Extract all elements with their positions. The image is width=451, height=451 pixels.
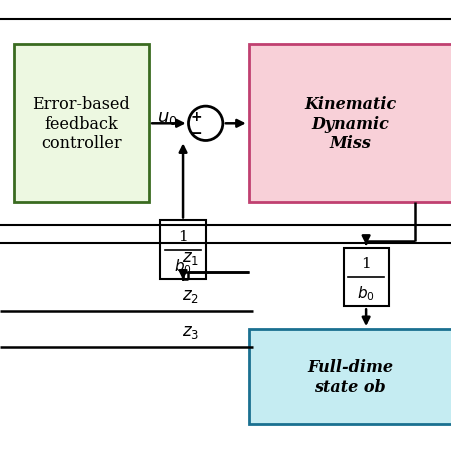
Text: $b_0$: $b_0$: [174, 257, 192, 276]
FancyBboxPatch shape: [248, 329, 451, 424]
Text: −: −: [189, 126, 202, 141]
Text: +: +: [190, 109, 202, 123]
Text: Error-based
feedback
controller: Error-based feedback controller: [32, 96, 130, 152]
FancyBboxPatch shape: [160, 221, 205, 280]
FancyBboxPatch shape: [343, 248, 388, 307]
Text: $z_2$: $z_2$: [181, 287, 198, 304]
Text: 1: 1: [360, 257, 370, 271]
Text: 1: 1: [178, 230, 188, 244]
FancyBboxPatch shape: [14, 45, 149, 203]
FancyBboxPatch shape: [248, 45, 451, 203]
Text: Full-dime
state ob: Full-dime state ob: [307, 359, 392, 395]
Text: $u_0$: $u_0$: [156, 108, 177, 126]
Text: $b_0$: $b_0$: [356, 284, 374, 303]
Text: $z_3$: $z_3$: [181, 323, 198, 341]
Text: Kinematic
Dynamic
Miss: Kinematic Dynamic Miss: [304, 96, 396, 152]
Text: $z_1$: $z_1$: [181, 249, 198, 266]
